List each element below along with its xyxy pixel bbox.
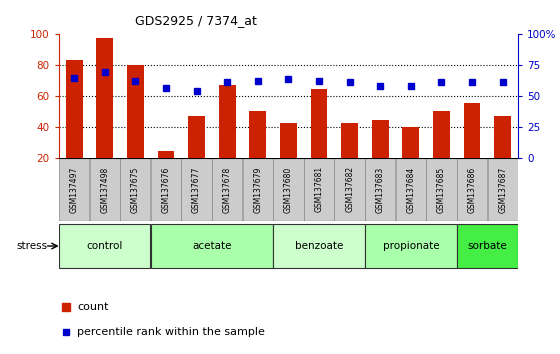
Text: percentile rank within the sample: percentile rank within the sample [77, 326, 265, 337]
Bar [311, 89, 328, 158]
Text: sorbate: sorbate [468, 241, 507, 251]
Text: GSM137687: GSM137687 [498, 166, 507, 212]
Text: GDS2925 / 7374_at: GDS2925 / 7374_at [135, 14, 257, 27]
Bar [457, 158, 487, 221]
Bar [59, 158, 89, 221]
Bar [396, 158, 426, 221]
Bar [249, 111, 266, 158]
Bar [96, 38, 113, 158]
Bar [457, 224, 518, 268]
Bar [488, 158, 518, 221]
Text: acetate: acetate [192, 241, 232, 251]
Text: GSM137679: GSM137679 [253, 166, 262, 213]
Text: GSM137497: GSM137497 [69, 166, 78, 213]
Text: GSM137685: GSM137685 [437, 166, 446, 212]
Bar [464, 103, 480, 158]
Text: GSM137686: GSM137686 [468, 166, 477, 212]
Text: propionate: propionate [382, 241, 439, 251]
Text: GSM137682: GSM137682 [345, 166, 354, 212]
Bar [433, 111, 450, 158]
Bar [334, 158, 365, 221]
Bar [273, 224, 365, 268]
Text: GSM137678: GSM137678 [223, 166, 232, 212]
Bar [66, 60, 82, 158]
Bar [59, 224, 151, 268]
Text: GSM137684: GSM137684 [407, 166, 416, 212]
Text: GSM137677: GSM137677 [192, 166, 201, 213]
Bar [372, 120, 389, 158]
Text: stress: stress [16, 241, 48, 251]
Bar [280, 124, 297, 158]
Bar [403, 126, 419, 158]
Bar [273, 158, 304, 221]
Bar [151, 158, 181, 221]
Bar [426, 158, 456, 221]
Text: GSM137683: GSM137683 [376, 166, 385, 212]
Bar [219, 85, 236, 158]
Text: benzoate: benzoate [295, 241, 343, 251]
Text: count: count [77, 302, 109, 313]
Bar [90, 158, 120, 221]
Text: GSM137676: GSM137676 [161, 166, 170, 213]
Text: GSM137680: GSM137680 [284, 166, 293, 212]
Bar [157, 152, 174, 158]
Text: GSM137498: GSM137498 [100, 166, 109, 212]
Bar [181, 158, 212, 221]
Bar [365, 224, 456, 268]
Bar [212, 158, 242, 221]
Text: GSM137681: GSM137681 [315, 166, 324, 212]
Bar [151, 224, 273, 268]
Bar [494, 116, 511, 158]
Bar [365, 158, 395, 221]
Bar [242, 158, 273, 221]
Bar [341, 124, 358, 158]
Bar [120, 158, 151, 221]
Bar [127, 64, 144, 158]
Text: control: control [87, 241, 123, 251]
Bar [304, 158, 334, 221]
Text: GSM137675: GSM137675 [131, 166, 140, 213]
Bar [188, 116, 205, 158]
